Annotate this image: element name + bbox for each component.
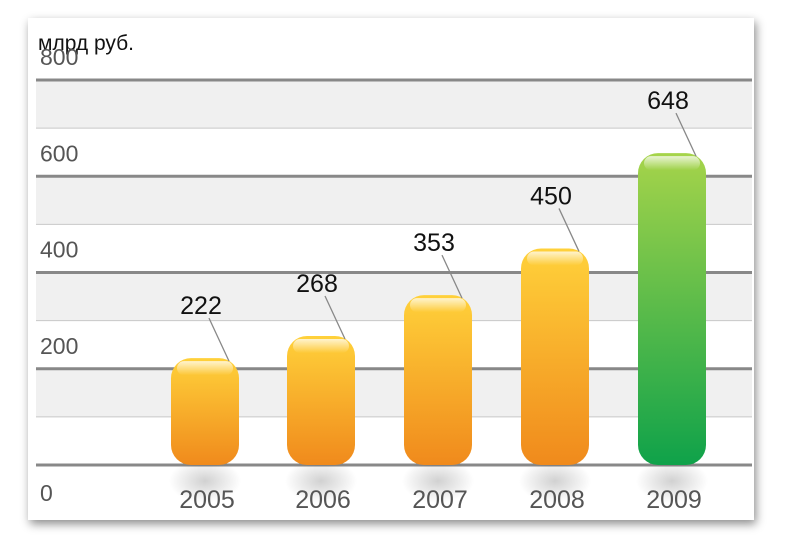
bar-reflection [402, 459, 474, 503]
grid-band [36, 80, 752, 129]
value-leader-line [324, 295, 346, 340]
x-tick-label: 2005 [179, 486, 235, 514]
bar-2005 [171, 358, 239, 465]
x-tick-label: 2008 [529, 486, 585, 514]
bar-2008 [521, 248, 589, 465]
bar-gloss [177, 361, 233, 376]
unit-label: млрд руб. [38, 32, 134, 55]
bar-gloss [527, 251, 583, 266]
value-label-2009: 648 [647, 87, 689, 115]
y-tick-label: 800 [40, 44, 78, 70]
value-leader-line [441, 254, 463, 299]
y-tick-label: 200 [40, 333, 78, 359]
grid-band [36, 272, 752, 321]
value-label-2005: 222 [180, 292, 222, 320]
bar-gloss [293, 339, 349, 354]
y-tick-label: 400 [40, 237, 78, 263]
x-tick-label: 2007 [412, 486, 468, 514]
bar-2007 [404, 295, 472, 465]
grid-band [36, 368, 752, 417]
grid-band [36, 176, 752, 225]
bar-gloss [410, 298, 466, 313]
value-leader-line [208, 317, 230, 362]
y-tick-label: 600 [40, 140, 78, 166]
value-label-2006: 268 [296, 270, 338, 298]
bar-2009 [638, 153, 706, 465]
y-tick-label: 0 [40, 480, 53, 506]
value-leader-line [675, 112, 697, 157]
bar-2006 [287, 336, 355, 465]
bar-reflection [519, 459, 591, 503]
bar-reflection [169, 459, 241, 503]
bar-gloss [644, 156, 700, 171]
value-leader-line [558, 208, 580, 252]
x-tick-label: 2009 [646, 486, 702, 514]
bar-reflection [285, 459, 357, 503]
value-label-2007: 353 [413, 229, 455, 257]
x-tick-label: 2006 [295, 486, 351, 514]
bar-reflection [636, 459, 708, 503]
value-label-2008: 450 [530, 182, 572, 210]
